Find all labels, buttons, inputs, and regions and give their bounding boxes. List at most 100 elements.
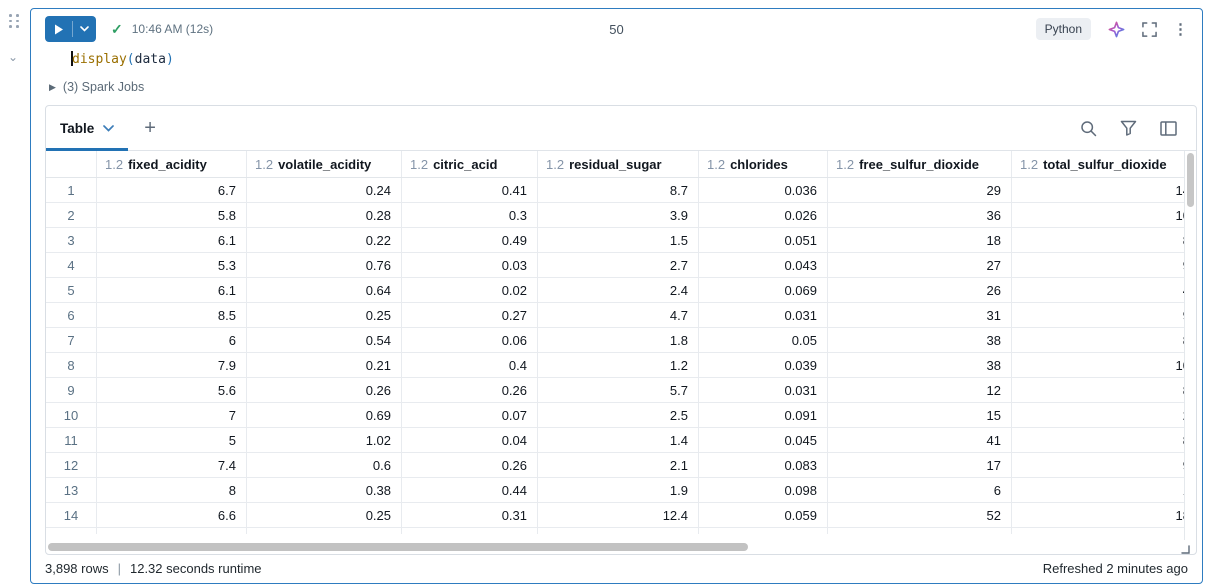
table-cell[interactable]: 6.6 xyxy=(97,503,247,527)
table-cell[interactable]: 38 xyxy=(828,328,1012,352)
table-cell[interactable]: 10 xyxy=(1012,203,1186,227)
table-cell[interactable]: 0.28 xyxy=(247,203,402,227)
table-cell[interactable]: 52 xyxy=(828,503,1012,527)
table-cell[interactable]: 1.9 xyxy=(538,478,699,502)
table-row[interactable]: 127.40.60.262.10.083179 xyxy=(46,453,1186,478)
vertical-scrollbar[interactable] xyxy=(1184,151,1196,540)
table-cell[interactable]: 15 xyxy=(828,403,1012,427)
table-cell[interactable]: 0.059 xyxy=(699,503,828,527)
table-cell[interactable]: 0.76 xyxy=(247,253,402,277)
table-row[interactable]: 36.10.220.491.50.051188 xyxy=(46,228,1186,253)
table-cell[interactable]: 0.045 xyxy=(699,428,828,452)
table-cell[interactable]: 1 xyxy=(1012,478,1186,502)
table-cell[interactable]: 14 xyxy=(1012,178,1186,202)
table-cell[interactable]: 9 xyxy=(1012,303,1186,327)
table-cell[interactable]: 0.44 xyxy=(402,478,538,502)
table-cell[interactable]: 0.6 xyxy=(247,453,402,477)
table-cell[interactable]: 8 xyxy=(1012,328,1186,352)
drag-handle-icon[interactable] xyxy=(9,14,28,28)
table-cell[interactable]: 1.02 xyxy=(247,428,402,452)
table-cell[interactable]: 0.03 xyxy=(402,253,538,277)
horizontal-scrollbar[interactable] xyxy=(46,540,1196,554)
table-cell[interactable]: 8 xyxy=(1012,378,1186,402)
column-header-residual_sugar[interactable]: 1.2residual_sugar xyxy=(538,151,699,177)
table-cell[interactable]: 26 xyxy=(828,278,1012,302)
table-row[interactable]: 25.80.280.33.90.0263610 xyxy=(46,203,1186,228)
table-cell[interactable]: 1.2 xyxy=(538,353,699,377)
code-editor[interactable]: display(data) xyxy=(31,49,1202,71)
table-cell[interactable]: 12.4 xyxy=(538,503,699,527)
run-options-chevron-icon[interactable] xyxy=(73,16,96,42)
table-cell[interactable]: 2.5 xyxy=(538,403,699,427)
table-cell[interactable]: 8.5 xyxy=(97,303,247,327)
column-header-total_sulfur_dioxide[interactable]: 1.2total_sulfur_dioxide xyxy=(1012,151,1186,177)
table-cell[interactable]: 0.26 xyxy=(402,453,538,477)
table-cell[interactable]: 6.1 xyxy=(97,228,247,252)
table-cell[interactable]: 2.4 xyxy=(538,278,699,302)
table-cell[interactable]: 0.05 xyxy=(699,328,828,352)
column-header-free_sulfur_dioxide[interactable]: 1.2free_sulfur_dioxide xyxy=(828,151,1012,177)
table-cell[interactable]: 2.1 xyxy=(538,453,699,477)
table-row[interactable]: 16.70.240.418.70.0362914 xyxy=(46,178,1186,203)
table-cell[interactable]: 9 xyxy=(1012,253,1186,277)
table-cell[interactable]: 5.7 xyxy=(538,378,699,402)
search-icon[interactable] xyxy=(1080,120,1097,137)
table-cell[interactable]: 5.6 xyxy=(97,378,247,402)
table-cell[interactable]: 0.091 xyxy=(699,403,828,427)
tab-table[interactable]: Table xyxy=(46,106,128,150)
table-cell[interactable]: 2.7 xyxy=(538,253,699,277)
table-row[interactable]: 87.90.210.41.20.0393810 xyxy=(46,353,1186,378)
table-cell[interactable]: 1.5 xyxy=(538,228,699,252)
column-header-citric_acid[interactable]: 1.2citric_acid xyxy=(402,151,538,177)
table-cell[interactable]: 8 xyxy=(1012,228,1186,252)
table-cell[interactable]: 0.49 xyxy=(402,228,538,252)
language-selector[interactable]: Python xyxy=(1036,18,1091,40)
table-cell[interactable]: 2 xyxy=(1012,403,1186,427)
table-cell[interactable]: 7.9 xyxy=(97,353,247,377)
table-row[interactable]: 146.60.250.3112.40.0595218 xyxy=(46,503,1186,528)
table-cell[interactable]: 12 xyxy=(828,378,1012,402)
table-cell[interactable]: 0.031 xyxy=(699,303,828,327)
table-cell[interactable]: 0.031 xyxy=(699,378,828,402)
table-row[interactable]: 95.60.260.265.70.031128 xyxy=(46,378,1186,403)
table-cell[interactable]: 0.02 xyxy=(402,278,538,302)
table-cell[interactable]: 1.8 xyxy=(538,328,699,352)
add-visualization-button[interactable]: + xyxy=(144,118,156,138)
table-cell[interactable]: 9 xyxy=(1012,453,1186,477)
table-cell[interactable]: 5.8 xyxy=(97,203,247,227)
table-cell[interactable]: 5 xyxy=(97,428,247,452)
table-cell[interactable]: 29 xyxy=(828,178,1012,202)
run-cell-split-button[interactable] xyxy=(45,16,96,42)
tab-options-chevron-icon[interactable] xyxy=(103,125,114,132)
column-header-chlorides[interactable]: 1.2chlorides xyxy=(699,151,828,177)
table-cell[interactable]: 0.41 xyxy=(402,178,538,202)
collapse-cell-chevron-icon[interactable]: ⌄ xyxy=(8,50,28,64)
cell-menu-kebab-icon[interactable]: ⋮ xyxy=(1173,22,1188,37)
table-cell[interactable]: 7 xyxy=(97,403,247,427)
table-cell[interactable]: 6 xyxy=(828,478,1012,502)
table-row[interactable]: 760.540.061.80.05388 xyxy=(46,328,1186,353)
table-cell[interactable]: 0.069 xyxy=(699,278,828,302)
table-cell[interactable]: 0.25 xyxy=(247,303,402,327)
table-row[interactable]: 1380.380.441.90.09861 xyxy=(46,478,1186,503)
table-cell[interactable]: 36 xyxy=(828,203,1012,227)
table-row[interactable]: 68.50.250.274.70.031319 xyxy=(46,303,1186,328)
table-cell[interactable]: 18 xyxy=(828,228,1012,252)
table-cell[interactable]: 0.051 xyxy=(699,228,828,252)
table-cell[interactable]: 31 xyxy=(828,303,1012,327)
column-header-volatile_acidity[interactable]: 1.2volatile_acidity xyxy=(247,151,402,177)
table-cell[interactable]: 0.026 xyxy=(699,203,828,227)
spark-jobs-toggle[interactable]: ▶ (3) Spark Jobs xyxy=(49,80,1202,94)
table-cell[interactable]: 0.3 xyxy=(402,203,538,227)
table-cell[interactable]: 0.06 xyxy=(402,328,538,352)
table-cell[interactable]: 7.4 xyxy=(97,453,247,477)
columns-panel-icon[interactable] xyxy=(1160,121,1177,136)
table-cell[interactable]: 8 xyxy=(1012,428,1186,452)
table-row[interactable]: 1070.690.072.50.091152 xyxy=(46,403,1186,428)
table-cell[interactable]: 18 xyxy=(1012,503,1186,527)
table-cell[interactable]: 0.04 xyxy=(402,428,538,452)
table-cell[interactable]: 0.21 xyxy=(247,353,402,377)
table-cell[interactable]: 0.31 xyxy=(402,503,538,527)
table-cell[interactable]: 0.54 xyxy=(247,328,402,352)
table-cell[interactable]: 4.7 xyxy=(538,303,699,327)
